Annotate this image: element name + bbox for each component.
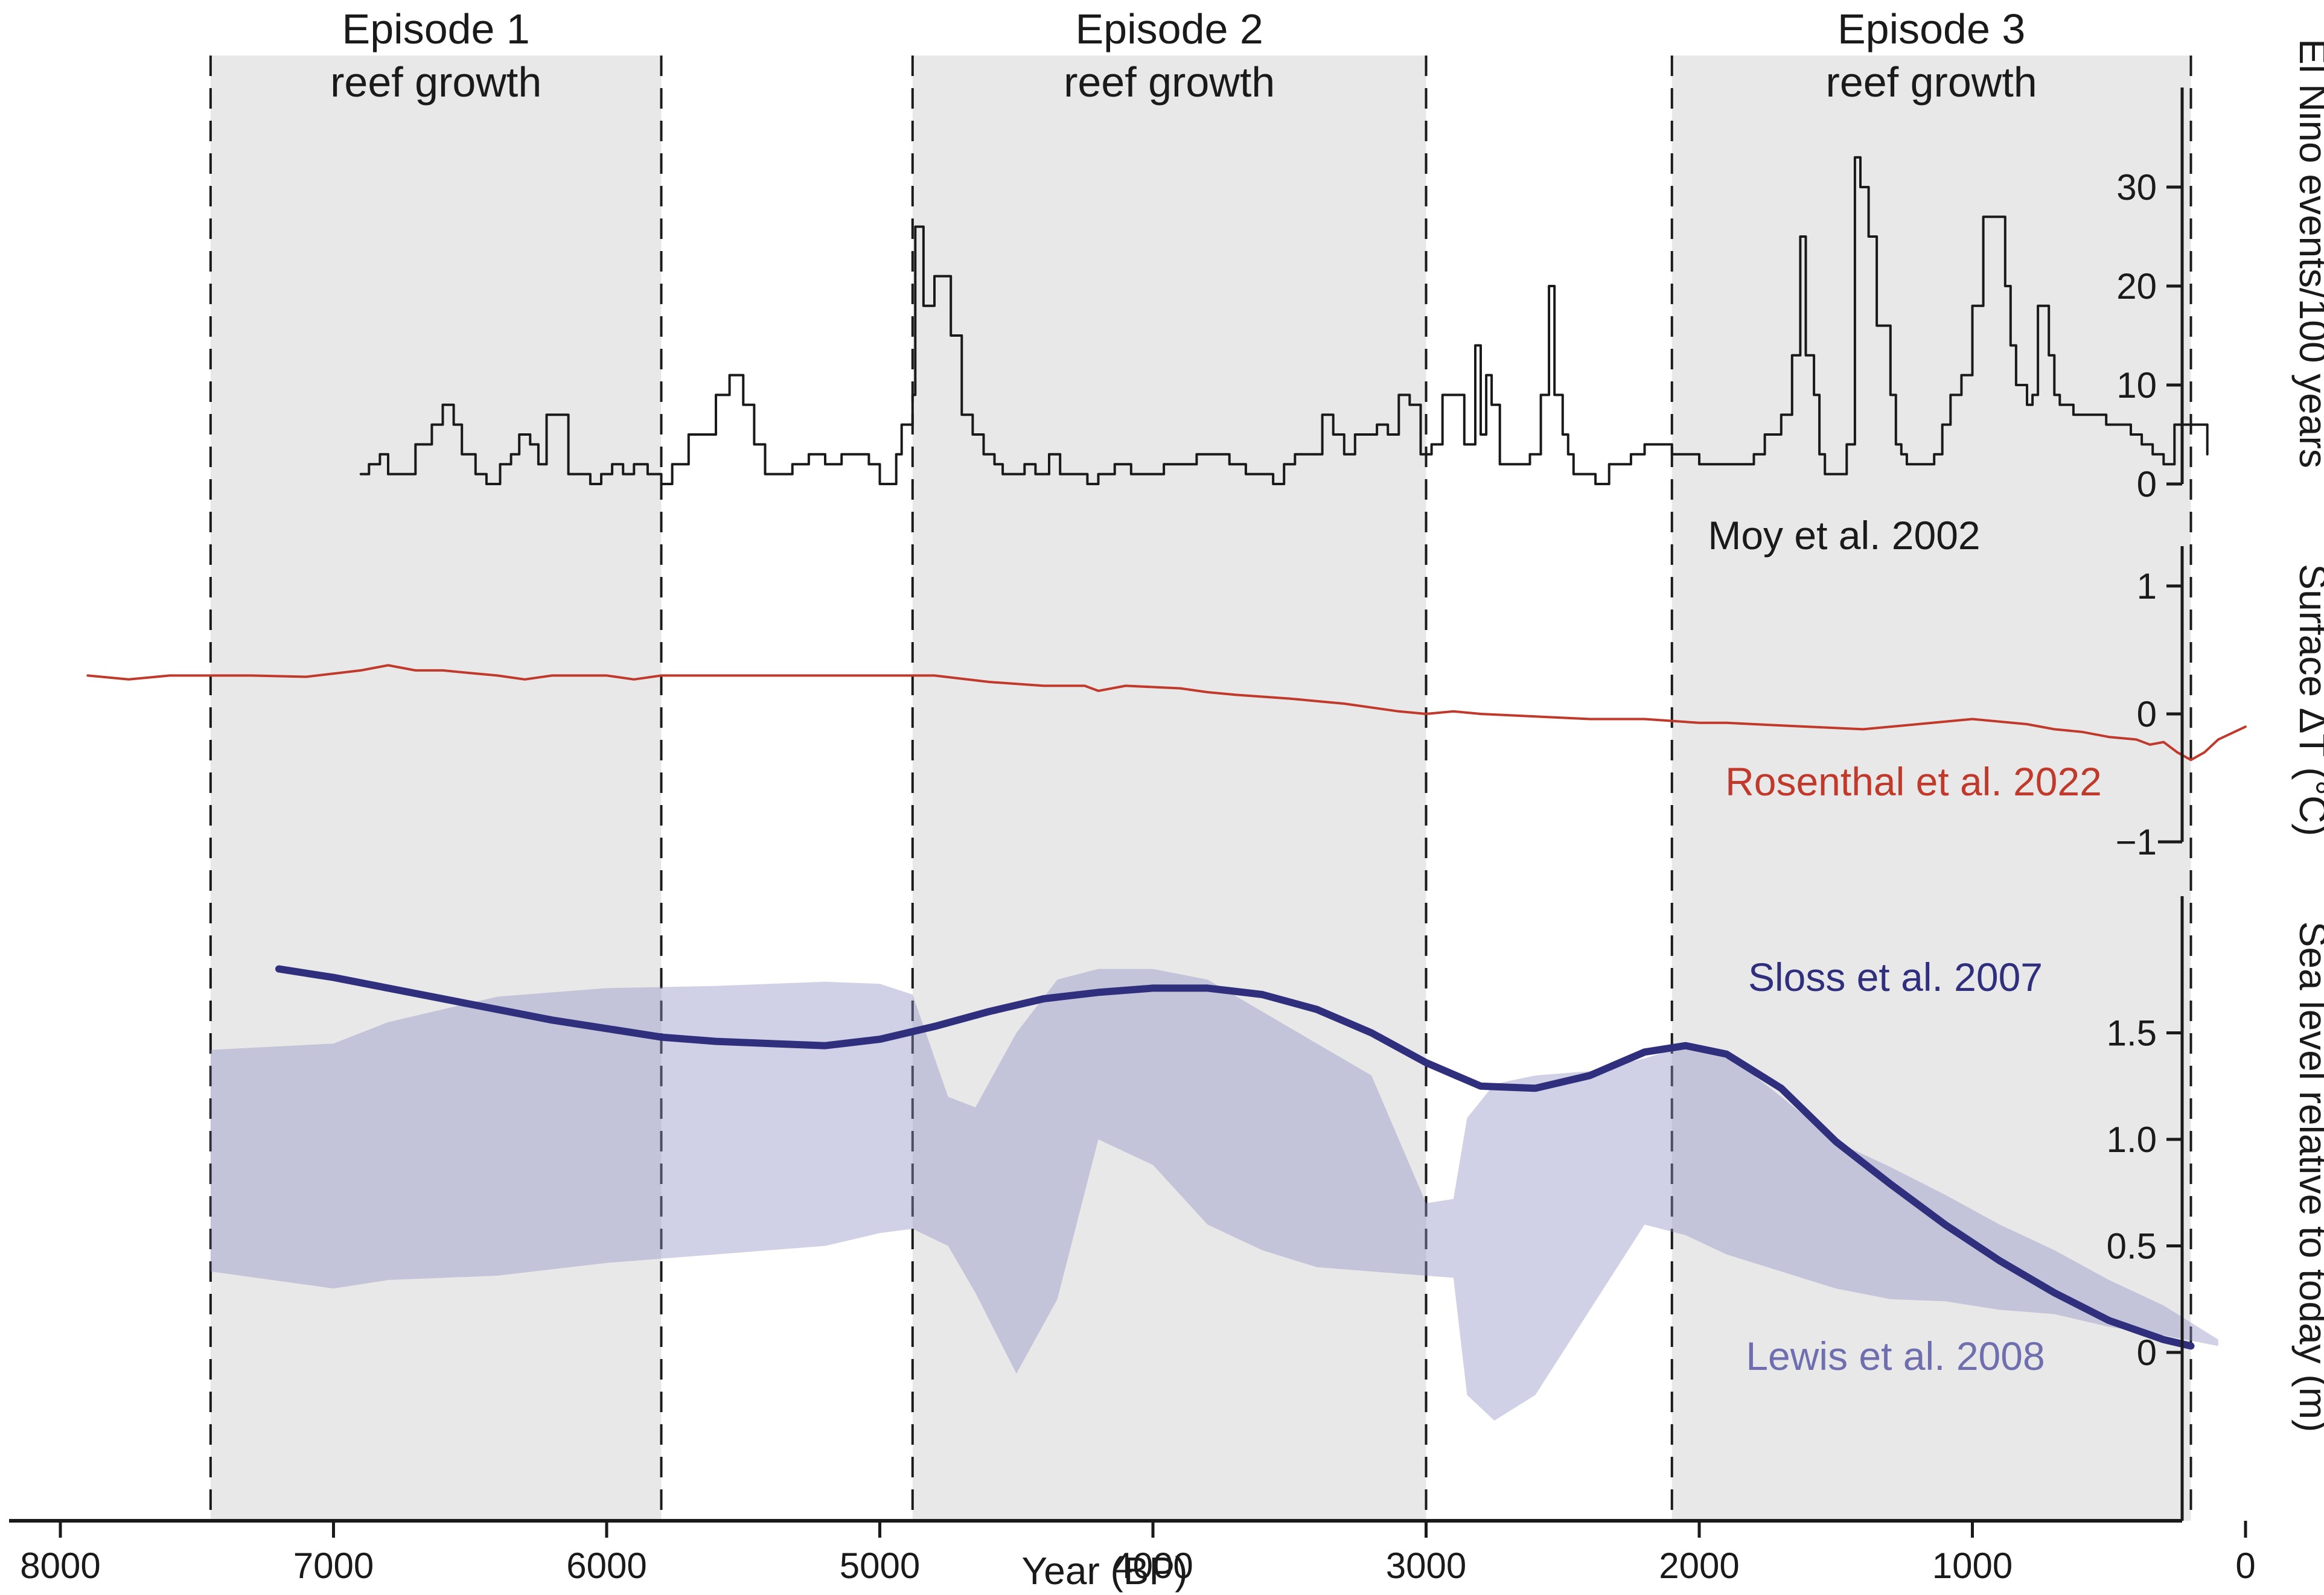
- moy-series-label: Moy et al. 2002: [1708, 513, 1980, 558]
- x-tick-label: 8000: [20, 1546, 100, 1586]
- sea-level-band-layer: [210, 969, 2218, 1421]
- episode-3-subtitle: reef growth: [1826, 59, 2037, 106]
- lewis-sea-level-band: [210, 969, 2218, 1421]
- episode-1-shade: [210, 56, 662, 1521]
- x-tick-label: 1000: [1932, 1546, 2013, 1586]
- x-tick-label: 6000: [566, 1546, 646, 1586]
- elnino-y-tick-label: 0: [2137, 464, 2157, 505]
- temperature-y-tick-label: 1: [2137, 566, 2157, 606]
- episode-2-title: Episode 2: [1075, 5, 1263, 53]
- sealevel-y-tick-label: 0: [2137, 1332, 2157, 1373]
- elnino-y-axis-title: El Nino events/100 years: [2291, 39, 2324, 468]
- episode-shading: [209, 56, 2192, 1521]
- x-tick-label: 5000: [840, 1546, 920, 1586]
- temperature-y-tick-label: 0: [2137, 694, 2157, 734]
- elnino-y-tick-label: 10: [2116, 365, 2157, 406]
- series-lines-layer: [86, 156, 2247, 1350]
- x-tick-label: 3000: [1386, 1546, 1466, 1586]
- x-tick-label: 0: [2235, 1546, 2255, 1586]
- sealevel-y-tick-label: 1.0: [2107, 1119, 2157, 1160]
- elnino-series-line: [359, 156, 2209, 485]
- sealevel-y-axis-title: Sea level relative to today (m): [2291, 922, 2324, 1433]
- elnino-y-tick-label: 20: [2116, 266, 2157, 307]
- x-tick-label: 2000: [1659, 1546, 1739, 1586]
- rosenthal-series-label: Rosenthal et al. 2022: [1725, 759, 2102, 804]
- episode-1-title: Episode 1: [342, 5, 530, 53]
- temperature-y-axis-title: Surface ΔT (°C): [2291, 564, 2324, 836]
- episode-1-subtitle: reef growth: [330, 59, 541, 106]
- sealevel-y-tick-label: 0.5: [2107, 1226, 2157, 1267]
- lewis-series-label: Lewis et al. 2008: [1746, 1334, 2045, 1378]
- elnino-y-tick-label: 30: [2116, 167, 2157, 208]
- sloss-series-label: Sloss et al. 2007: [1748, 955, 2043, 999]
- episode-3-title: Episode 3: [1837, 5, 2025, 53]
- x-tick-label: 4000: [1113, 1546, 1193, 1586]
- temperature-y-tick-label: −1: [2116, 822, 2157, 862]
- sealevel-series-line: [275, 965, 2195, 1350]
- episode-3-shade: [1671, 56, 2191, 1521]
- x-axis-title: Year (BP): [1021, 1549, 1187, 1593]
- sealevel-y-tick-label: 1.5: [2107, 1013, 2157, 1054]
- episode-2-shade: [912, 56, 1426, 1521]
- episode-2-subtitle: reef growth: [1064, 59, 1275, 106]
- temperature-series-line: [86, 664, 2247, 762]
- x-tick-label: 7000: [293, 1546, 374, 1586]
